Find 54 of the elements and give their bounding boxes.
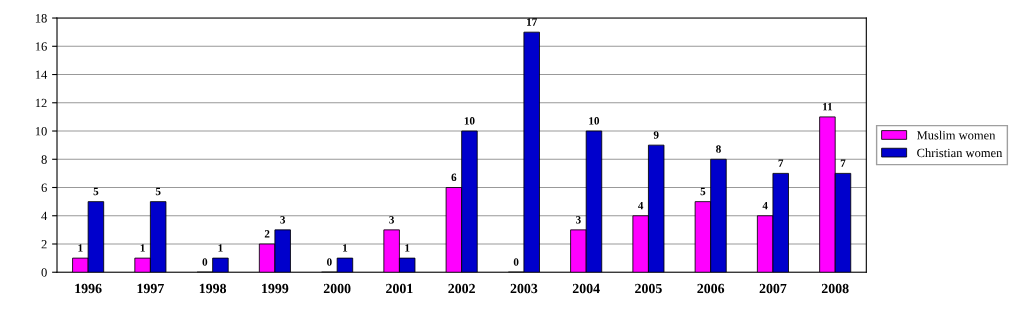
data-label: 11 bbox=[823, 103, 833, 111]
legend-label: Muslim women bbox=[916, 130, 996, 140]
bar bbox=[336, 257, 354, 273]
x-tick-label: 2008 bbox=[821, 283, 849, 294]
x-tick-label: 2003 bbox=[510, 283, 538, 294]
data-label: 3 bbox=[389, 215, 395, 224]
data-label: 0 bbox=[513, 258, 519, 266]
data-label: 17 bbox=[527, 18, 537, 26]
y-tick-label: 0 bbox=[41, 268, 47, 277]
data-label: 1 bbox=[78, 244, 83, 252]
data-label: 5 bbox=[155, 187, 161, 196]
x-tick-label: 1996 bbox=[75, 283, 102, 294]
bar bbox=[212, 257, 229, 273]
y-tick-label: 14 bbox=[35, 70, 48, 79]
x-tick-label: 1999 bbox=[262, 283, 289, 294]
data-label: 1 bbox=[405, 244, 410, 252]
y-tick-label: 2 bbox=[41, 240, 47, 249]
x-tick-label: 2004 bbox=[572, 283, 600, 294]
data-label: 4 bbox=[638, 201, 644, 210]
data-label: 1 bbox=[218, 244, 223, 252]
y-tick-label: 6 bbox=[41, 183, 47, 192]
y-tick-label: 10 bbox=[35, 127, 47, 136]
data-label: 7 bbox=[778, 159, 784, 167]
y-tick-label: 4 bbox=[41, 211, 48, 221]
data-label: 1 bbox=[343, 244, 348, 252]
x-tick-label: 2006 bbox=[697, 283, 725, 294]
data-label: 5 bbox=[700, 187, 706, 196]
data-label: 5 bbox=[93, 187, 99, 196]
data-label: 3 bbox=[576, 215, 581, 224]
data-label: 7 bbox=[840, 159, 846, 167]
y-tick-label: 8 bbox=[41, 155, 47, 164]
x-tick-label: 2007 bbox=[759, 283, 787, 294]
x-tick-label: 2000 bbox=[323, 283, 351, 294]
bar bbox=[523, 31, 540, 273]
data-label: 8 bbox=[716, 145, 721, 153]
legend-label: Christian women bbox=[917, 148, 1003, 158]
data-label: 10 bbox=[589, 117, 600, 125]
x-tick-label: 1998 bbox=[199, 283, 227, 294]
x-tick-label: 1997 bbox=[137, 283, 164, 294]
data-label: 4 bbox=[762, 201, 768, 210]
data-label: 9 bbox=[653, 131, 659, 139]
data-label: 3 bbox=[280, 215, 286, 224]
y-tick-label: 18 bbox=[35, 14, 47, 23]
data-label: 6 bbox=[451, 173, 457, 182]
y-tick-label: 16 bbox=[35, 42, 47, 51]
x-tick-label: 2002 bbox=[448, 283, 475, 294]
y-tick-label: 12 bbox=[35, 98, 47, 108]
data-label: 2 bbox=[264, 230, 270, 238]
x-tick-label: 2005 bbox=[635, 283, 662, 294]
x-tick-label: 2001 bbox=[386, 283, 413, 294]
data-label: 10 bbox=[464, 117, 475, 125]
data-label: 0 bbox=[202, 258, 208, 266]
data-label: 1 bbox=[140, 244, 145, 252]
data-label: 0 bbox=[327, 258, 332, 266]
